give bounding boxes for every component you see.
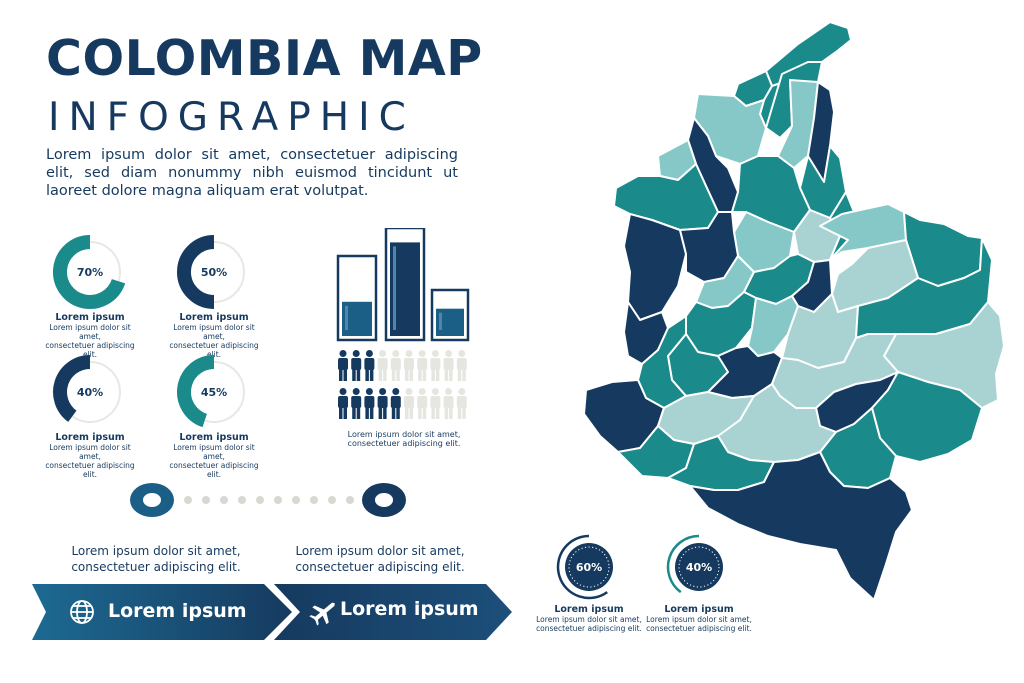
map-stat-chart: 40%: [666, 534, 723, 594]
donut-stat: 50% Lorem ipsum Lorem ipsum dolor sit am…: [164, 232, 264, 359]
arrow-label-1: Lorem ipsum: [108, 600, 247, 622]
donut-arc: [177, 355, 215, 428]
person-icon-empty: [443, 350, 454, 381]
people-chart: [338, 350, 467, 419]
donut-stat: 70% Lorem ipsum Lorem ipsum dolor sit am…: [40, 232, 140, 359]
donut-chart: 50%: [177, 235, 245, 309]
donut-arc: [53, 235, 126, 309]
arrow-label-2: Lorem ipsum: [340, 598, 479, 620]
timeline-text: Lorem ipsum dolor sit amet, consectetuer…: [295, 544, 465, 574]
donut-text: Lorem ipsum dolor sit amet, consectetuer…: [45, 443, 135, 479]
map-stat-label: 60%: [576, 561, 602, 574]
page-subtitle: INFOGRAPHIC: [48, 95, 415, 140]
donut-text: Lorem ipsum dolor sit amet, consectetuer…: [169, 323, 259, 359]
donut-label: 50%: [201, 266, 227, 279]
person-icon-empty: [377, 350, 388, 381]
donut-title: Lorem ipsum: [179, 312, 249, 323]
donut-label: 70%: [77, 266, 103, 279]
airplane-icon: [309, 602, 335, 626]
person-icon-empty: [417, 350, 428, 381]
donut-chart: 45%: [177, 355, 245, 428]
donut-title: Lorem ipsum: [55, 432, 125, 443]
map-stat-chart: 60%: [556, 534, 613, 600]
map-stat-title: Lorem ipsum: [554, 604, 624, 615]
map-stat-text: Lorem ipsum dolor sit amet, consectetuer…: [646, 615, 752, 633]
timeline-text: Lorem ipsum dolor sit amet, consectetuer…: [71, 544, 241, 574]
person-icon-empty: [404, 388, 414, 419]
page-title: COLOMBIA MAP: [46, 30, 483, 87]
person-icon-filled: [351, 388, 362, 419]
donut-label: 45%: [201, 386, 227, 399]
person-icon-filled: [390, 388, 401, 419]
donut-label: 40%: [77, 386, 103, 399]
donut-chart: 40%: [53, 355, 121, 423]
person-icon-empty: [456, 388, 467, 419]
glasses-chart: [336, 228, 470, 342]
map-stat: 40% Lorem ipsum Lorem ipsum dolor sit am…: [644, 532, 754, 633]
donut-stat: 40% Lorem ipsum Lorem ipsum dolor sit am…: [40, 352, 140, 479]
donut-chart: 70%: [53, 235, 126, 309]
person-icon-filled: [351, 350, 362, 381]
map-stat-ring: [666, 534, 699, 594]
person-icon-filled: [364, 388, 375, 419]
map-stat-ring: [556, 534, 608, 600]
person-icon-filled: [377, 388, 388, 419]
arrow-banner-2: [274, 584, 512, 640]
person-icon-empty: [456, 350, 467, 381]
colombia-map: [583, 21, 1005, 601]
person-icon-filled: [364, 350, 375, 381]
person-icon-empty: [390, 350, 401, 381]
map-region: [623, 213, 687, 321]
donut-text: Lorem ipsum dolor sit amet, consectetuer…: [169, 443, 259, 479]
person-icon-empty: [430, 388, 441, 419]
donut-stat: 45% Lorem ipsum Lorem ipsum dolor sit am…: [164, 352, 264, 479]
intro-paragraph: Lorem ipsum dolor sit amet, consectetuer…: [46, 147, 458, 199]
donut-arc: [177, 235, 215, 309]
person-icon-empty: [430, 350, 441, 381]
arrow-banner-1: [32, 584, 292, 640]
map-region: [689, 451, 913, 601]
globe-icon: [70, 600, 94, 624]
donut-text: Lorem ipsum dolor sit amet, consectetuer…: [45, 323, 135, 359]
donut-arc: [53, 355, 91, 422]
map-stat: 60% Lorem ipsum Lorem ipsum dolor sit am…: [534, 532, 644, 633]
donut-title: Lorem ipsum: [179, 432, 249, 443]
person-icon-empty: [417, 388, 428, 419]
person-icon-filled: [338, 350, 348, 381]
map-stat-title: Lorem ipsum: [664, 604, 734, 615]
person-icon-empty: [443, 388, 454, 419]
arrow-banners: [32, 584, 512, 640]
map-stat-text: Lorem ipsum dolor sit amet, consectetuer…: [536, 615, 642, 633]
map-stat-label: 40%: [686, 561, 712, 574]
timeline-dots: [184, 496, 354, 504]
person-icon-filled: [338, 388, 348, 419]
donut-title: Lorem ipsum: [55, 312, 125, 323]
timeline: [130, 483, 406, 517]
person-icon-empty: [404, 350, 414, 381]
glasses-caption: Lorem ipsum dolor sit amet, consectetuer…: [347, 430, 461, 448]
